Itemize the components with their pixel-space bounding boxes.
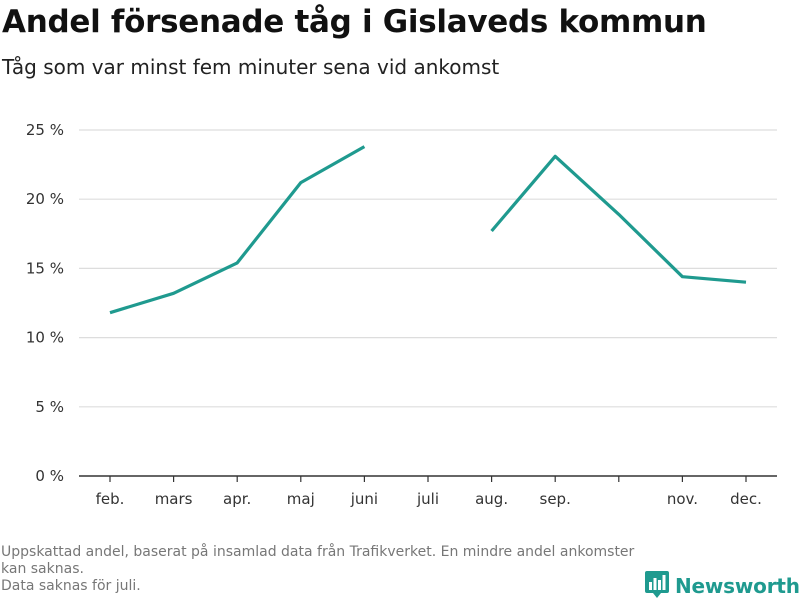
x-tick-label: juni bbox=[350, 490, 378, 508]
series-line bbox=[492, 156, 746, 282]
brand: Newsworthy bbox=[644, 569, 800, 603]
y-tick-label: 10 % bbox=[26, 329, 64, 347]
series-lines bbox=[110, 147, 746, 313]
x-tick-label: feb. bbox=[96, 490, 125, 508]
x-tick-label: sep. bbox=[540, 490, 571, 508]
x-tick-label: aug. bbox=[475, 490, 508, 508]
brand-name: Newsworthy bbox=[675, 574, 800, 598]
x-tick-label: juli bbox=[416, 490, 439, 508]
footnote-missing-data: Data saknas för juli. bbox=[1, 578, 641, 595]
x-tick-label: maj bbox=[287, 490, 315, 508]
y-tick-label: 5 % bbox=[35, 398, 64, 416]
x-tick-label: nov. bbox=[667, 490, 698, 508]
y-axis-labels: 0 % 5 % 10 % 15 % 20 % 25 % bbox=[26, 121, 64, 485]
newsworthy-logo-icon bbox=[644, 569, 670, 603]
series-line bbox=[110, 147, 364, 313]
x-tick-label: apr. bbox=[223, 490, 251, 508]
x-tick-label: mars bbox=[155, 490, 193, 508]
y-tick-label: 15 % bbox=[26, 259, 64, 277]
y-tick-label: 0 % bbox=[35, 467, 64, 485]
x-axis: feb. mars apr. maj juni juli aug. sep. nov. dec. bbox=[79, 476, 777, 508]
y-tick-label: 20 % bbox=[26, 190, 64, 208]
y-tick-label: 25 % bbox=[26, 121, 64, 139]
footnote: Uppskattad andel, baserat på insamlad da… bbox=[1, 544, 641, 595]
x-tick-label: dec. bbox=[730, 490, 762, 508]
footnote-source: Uppskattad andel, baserat på insamlad da… bbox=[1, 544, 641, 578]
line-chart: 0 % 5 % 10 % 15 % 20 % 25 % feb. mars apr. maj ju… bbox=[0, 0, 800, 540]
